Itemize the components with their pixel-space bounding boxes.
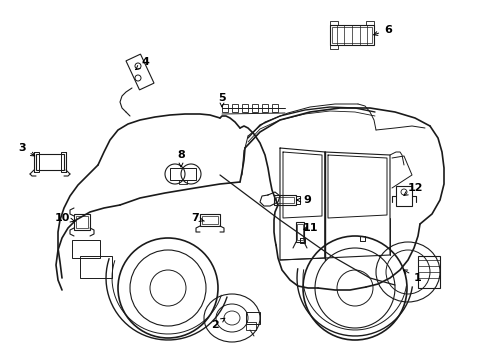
Bar	[395, 186, 411, 206]
Bar	[245, 312, 260, 324]
Text: 5: 5	[218, 93, 225, 107]
Bar	[200, 214, 220, 226]
Bar	[76, 216, 88, 228]
Text: 8: 8	[177, 150, 184, 167]
Bar	[271, 104, 278, 112]
Bar	[245, 322, 256, 330]
Bar	[295, 222, 304, 242]
Bar	[231, 104, 238, 112]
Text: 2: 2	[211, 318, 224, 330]
Bar	[36, 154, 64, 170]
Bar	[61, 152, 66, 172]
Text: 7: 7	[191, 213, 204, 223]
Bar	[34, 152, 39, 172]
Text: 4: 4	[136, 57, 149, 69]
Bar	[74, 214, 90, 230]
Bar	[329, 21, 337, 25]
Bar	[251, 104, 258, 112]
Bar	[329, 25, 373, 45]
Text: 9: 9	[296, 195, 310, 205]
Bar	[417, 256, 439, 288]
Bar	[273, 195, 295, 205]
Bar	[329, 45, 337, 49]
Bar	[80, 256, 112, 278]
Text: 6: 6	[373, 25, 391, 35]
Bar	[126, 54, 154, 90]
Bar	[296, 224, 303, 240]
Bar	[365, 21, 373, 25]
Bar	[262, 104, 267, 112]
Bar	[72, 240, 100, 258]
Text: 11: 11	[302, 223, 317, 233]
Text: 12: 12	[403, 183, 422, 195]
Text: 1: 1	[403, 270, 421, 283]
Bar	[170, 168, 196, 180]
Bar	[242, 104, 247, 112]
Bar	[202, 216, 218, 224]
Text: 10: 10	[54, 213, 75, 223]
Bar	[331, 27, 371, 43]
Bar	[222, 104, 227, 112]
Bar	[275, 197, 293, 203]
Bar	[179, 180, 186, 184]
Text: 3: 3	[18, 143, 35, 156]
